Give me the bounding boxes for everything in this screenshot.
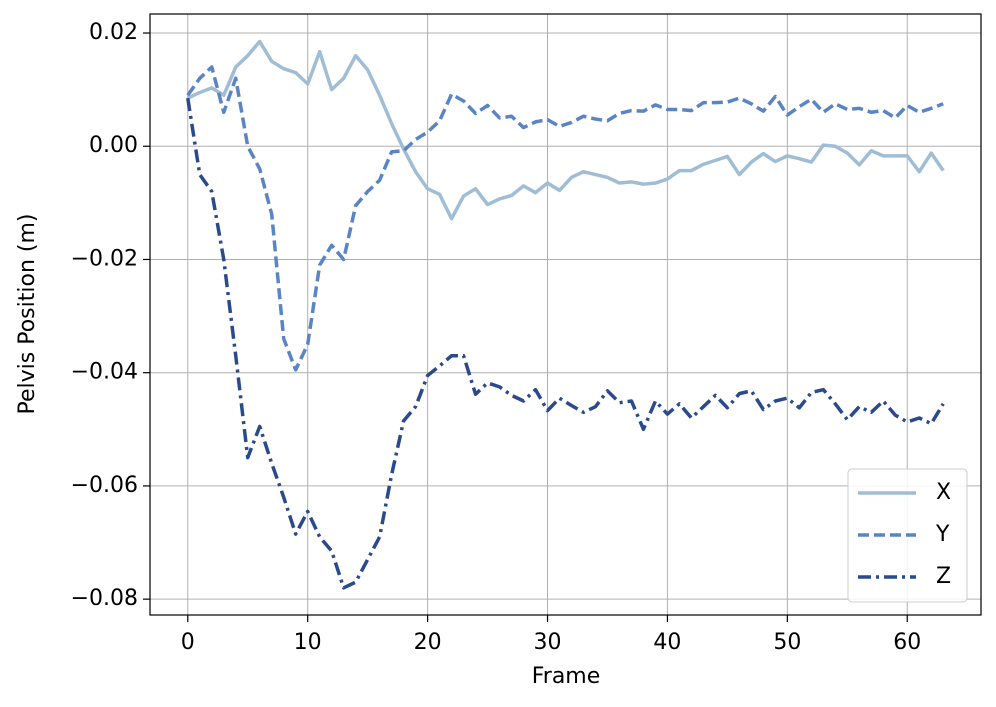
- x-tick-label: 0: [181, 630, 195, 655]
- x-tick-label: 20: [414, 630, 442, 655]
- legend-label: Z: [936, 564, 951, 589]
- data-line: [187, 39, 945, 221]
- data-line: [186, 65, 944, 372]
- data-line: [186, 97, 945, 590]
- x-axis-label: Frame: [532, 664, 601, 689]
- x-tick-label: 40: [653, 630, 681, 655]
- y-tick-label: 0.00: [89, 133, 138, 158]
- y-tick-label: 0.02: [89, 20, 138, 45]
- legend-label: Y: [935, 522, 950, 547]
- y-tick-label: −0.06: [71, 473, 138, 498]
- x-tick-label: 10: [294, 630, 322, 655]
- x-tick-label: 30: [534, 630, 562, 655]
- legend-label: X: [936, 480, 951, 505]
- y-axis-label: Pelvis Position (m): [15, 214, 40, 415]
- y-tick-label: −0.04: [71, 360, 138, 385]
- y-tick-label: −0.08: [71, 586, 138, 611]
- x-tick-label: 60: [893, 630, 921, 655]
- plot-frame: [149, 13, 982, 616]
- x-tick-label: 50: [773, 630, 801, 655]
- y-tick-label: −0.02: [71, 246, 138, 271]
- legend: XYZ: [847, 468, 968, 603]
